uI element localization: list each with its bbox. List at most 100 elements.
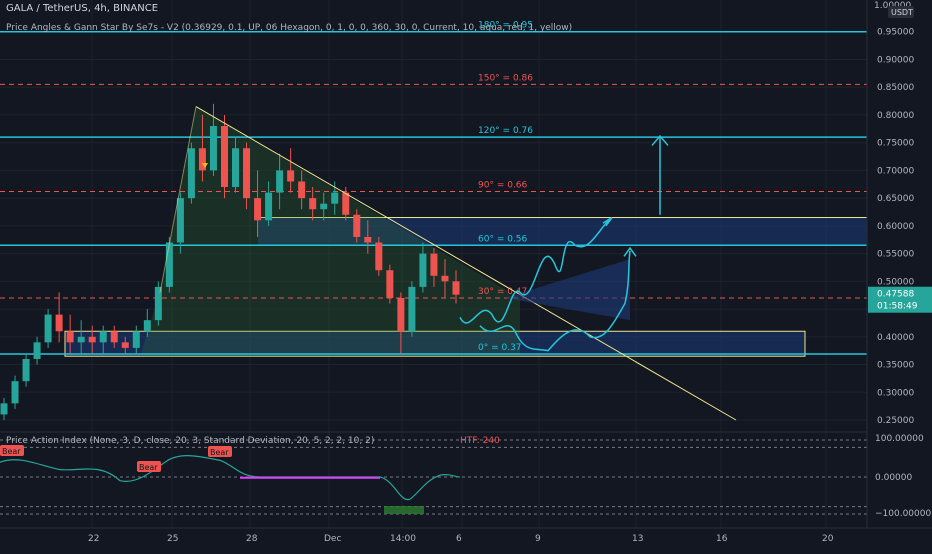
candle-body [0,403,8,415]
current-price-tag [868,286,932,313]
candle-body [364,236,372,243]
indicator-pai-title[interactable]: Price Action Index (None, 3, D, close, 2… [6,436,375,446]
indicator-gann-title[interactable]: Price Angles & Gann Star By Se7s - V2 (0… [6,23,573,33]
time-tick-label: Dec [324,534,341,544]
price-tick-label: 0.60000 [877,222,914,232]
candle-body [44,314,52,343]
candle-body [408,286,416,332]
arrowhead-upper [602,216,613,227]
time-tick-label: 25 [167,534,178,544]
candle-body [265,192,273,221]
bull-zone-marker [384,506,424,514]
candle-body [66,331,74,343]
arrowhead-lower [623,246,637,257]
candle-body [353,214,361,237]
breakout-arrow-head [651,134,669,146]
projection-path-lower [479,250,631,352]
candle-body [110,331,118,343]
price-tick-label: 0.85000 [877,83,914,93]
price-tick-label: 0.35000 [877,361,914,371]
candle-body [176,198,184,243]
gann-level-label: 120° = 0.76 [478,126,533,136]
bear-label-box [0,445,24,456]
gann-level-label: 90° = 0.66 [478,180,528,190]
candle-body [143,320,151,332]
osc-tick-label: −100.00000 [875,509,931,519]
currency-label: USDT [891,8,913,17]
price-tick-label: 0.75000 [877,139,914,149]
price-axis-bg [867,0,932,550]
bear-label: Bear [210,448,229,457]
candle-body [132,331,140,348]
price-tick-label: 0.65000 [877,194,914,204]
price-tick-label: 0.50000 [877,277,914,287]
price-tick-label: 0.90000 [877,55,914,65]
time-tick-label: 20 [822,534,834,544]
time-tick-label: 22 [88,534,99,544]
candle-body [430,253,438,276]
candle-body [165,242,173,287]
time-tick-label: 28 [246,534,258,544]
candle-body [397,297,405,332]
candle-body [331,192,339,204]
bear-label-box [137,461,161,472]
bear-label: Bear [139,463,158,472]
candle-body [276,170,284,193]
candle-body [121,342,129,348]
candle-body [88,336,96,343]
candle-body [386,270,394,298]
countdown-label: 01:58:49 [877,302,918,312]
price-tick-label: 0.80000 [877,111,914,121]
oscillator-pane: HTF: 240 Bear Bear Bear [0,431,932,515]
time-tick-label: 9 [535,534,541,544]
current-price-label: 0.47588 [877,290,914,300]
candle-body [77,336,85,343]
osc-tick-label: 0.00000 [875,473,912,483]
marker-triangle [202,163,208,168]
symbol-title[interactable]: GALA / TetherUS, 4h, BINANCE [6,3,159,14]
projection-path-upper [459,216,613,324]
candle-body [375,242,383,271]
candle-body [198,148,206,171]
trendline-rise [159,106,197,293]
osc-tick-label: 100.00000 [875,434,924,444]
candle-body [298,181,306,199]
candles-layer [0,103,460,420]
support-zone [64,330,806,357]
time-tick-label: 13 [632,534,643,544]
drawings-layer [159,106,737,421]
candle-body [209,126,217,171]
price-tick-label: 0.25000 [877,416,914,426]
gann-level-label: 180° = 0.95 [478,21,533,31]
time-tick-label: 14:00 [390,534,416,544]
price-tick-label: 0.70000 [877,166,914,176]
candle-body [187,148,195,199]
gann-levels-layer: 180° = 0.95 150° = 0.86 120° = 0.76 90° = 0… [0,21,867,355]
bear-label: Bear [2,447,21,456]
candle-body [232,148,240,188]
gann-level-label: 0° = 0.37 [478,343,522,353]
candle-body [55,314,63,332]
candle-body [419,253,427,287]
time-tick-label: 16 [716,534,728,544]
htf-label: HTF: 240 [460,436,500,446]
candle-body [33,342,41,359]
candle-body [243,148,251,199]
candle-body [99,331,107,343]
pai-line [0,455,461,501]
candle-body [254,198,262,221]
candle-body [220,126,228,188]
candle-body [154,286,162,321]
gann-level-label: 60° = 0.56 [478,234,528,244]
time-tick-label: 6 [456,534,462,544]
trendline-descending [195,106,737,421]
candle-body [441,275,449,282]
candle-body [287,170,295,182]
candle-body [11,381,19,404]
price-tick-label: 0.55000 [877,250,914,260]
price-tick-label: 0.30000 [877,388,914,398]
